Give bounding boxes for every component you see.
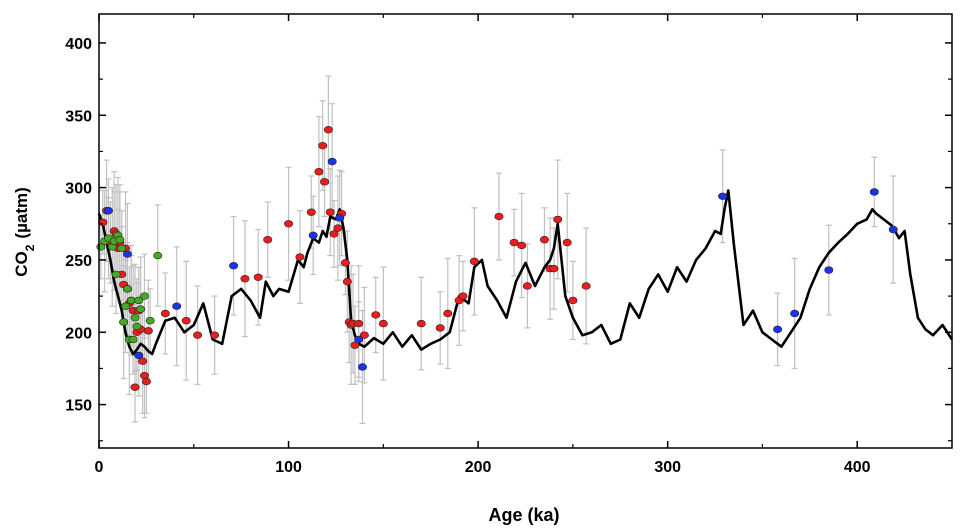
data-point — [329, 230, 339, 238]
y-tick-label: 300 — [65, 181, 92, 198]
data-point — [253, 273, 263, 281]
data-point — [121, 302, 131, 310]
x-tick-label: 100 — [275, 459, 302, 476]
data-point — [354, 335, 364, 344]
data-point — [153, 251, 163, 260]
data-point — [119, 318, 129, 326]
data-point — [790, 309, 800, 318]
data-point — [122, 285, 132, 293]
data-point — [469, 257, 479, 266]
data-point — [517, 241, 527, 250]
data-point — [115, 235, 125, 244]
data-point — [320, 178, 330, 186]
data-point — [359, 331, 369, 339]
data-point — [325, 208, 335, 216]
data-point — [443, 309, 453, 318]
data-point — [553, 215, 563, 224]
data-point — [134, 296, 144, 305]
data-point — [335, 214, 345, 222]
data-point — [539, 235, 549, 244]
y-axis-label: CO2 (µatm) — [12, 187, 37, 277]
data-point — [718, 192, 728, 200]
y-tick-label: 150 — [65, 398, 92, 415]
data-point — [568, 296, 578, 305]
data-point — [181, 316, 191, 325]
y-tick-label: 350 — [65, 108, 92, 125]
data-point — [773, 325, 783, 334]
data-point — [295, 253, 305, 261]
data-point — [103, 207, 113, 215]
data-point — [824, 266, 834, 274]
data-point — [314, 167, 324, 176]
data-point — [132, 322, 142, 331]
data-point — [340, 259, 350, 267]
data-point — [869, 188, 879, 196]
data-point — [350, 341, 360, 349]
data-point — [342, 277, 352, 286]
data-point — [308, 231, 318, 240]
data-point — [122, 250, 132, 258]
data-point — [193, 331, 203, 339]
y-tick-label: 250 — [65, 253, 92, 270]
data-point — [130, 314, 140, 322]
data-point — [549, 264, 559, 273]
data-point — [172, 302, 182, 310]
data-point — [581, 282, 591, 290]
data-point — [494, 212, 504, 221]
data-point — [416, 319, 426, 328]
x-axis-ticks: 0 100 200 300 400 — [95, 14, 871, 476]
data-point — [371, 311, 381, 319]
data-point — [229, 262, 239, 270]
data-point — [378, 319, 388, 328]
y-axis-ticks: 150 200 250 300 350 400 — [65, 36, 952, 442]
data-point — [306, 208, 316, 216]
x-tick-label: 300 — [654, 459, 681, 476]
error-bars — [97, 75, 897, 425]
data-point — [327, 157, 337, 166]
data-point — [143, 327, 153, 335]
data-point — [458, 292, 468, 300]
data-point — [318, 141, 328, 150]
data-point — [160, 309, 170, 318]
y-axis-label-subscript: 2 — [23, 244, 37, 251]
data-point — [284, 220, 294, 228]
data-point — [126, 296, 136, 305]
x-tick-label: 0 — [95, 459, 104, 476]
x-tick-label: 400 — [844, 459, 871, 476]
data-point — [562, 238, 572, 247]
y-axis-label-main: CO — [12, 251, 31, 277]
data-point — [240, 275, 250, 283]
data-point — [357, 363, 367, 371]
y-tick-label: 200 — [65, 325, 92, 342]
data-point — [117, 244, 127, 253]
data-point — [210, 331, 220, 339]
data-point — [134, 351, 144, 360]
x-axis-label: Age (ka) — [488, 505, 559, 525]
data-point — [139, 292, 149, 300]
data-point — [98, 218, 108, 227]
data-point — [263, 235, 273, 244]
data-point — [354, 319, 364, 328]
data-point — [111, 270, 121, 279]
co2-record-line — [97, 189, 954, 356]
data-point — [522, 282, 532, 290]
data-points — [96, 126, 898, 391]
data-point — [128, 335, 138, 344]
data-point — [136, 305, 146, 313]
data-point — [435, 324, 445, 332]
data-lines — [97, 189, 954, 356]
data-point — [130, 383, 140, 391]
data-point — [888, 225, 898, 234]
data-point — [323, 126, 333, 134]
plot-frame — [98, 13, 953, 449]
x-tick-label: 200 — [465, 459, 492, 476]
data-point — [141, 377, 151, 386]
data-point — [138, 357, 148, 365]
data-point — [333, 224, 343, 232]
y-axis-label-unit: (µatm) — [12, 187, 31, 238]
y-tick-label: 400 — [65, 36, 92, 53]
data-point — [509, 238, 519, 247]
data-point — [145, 316, 155, 325]
